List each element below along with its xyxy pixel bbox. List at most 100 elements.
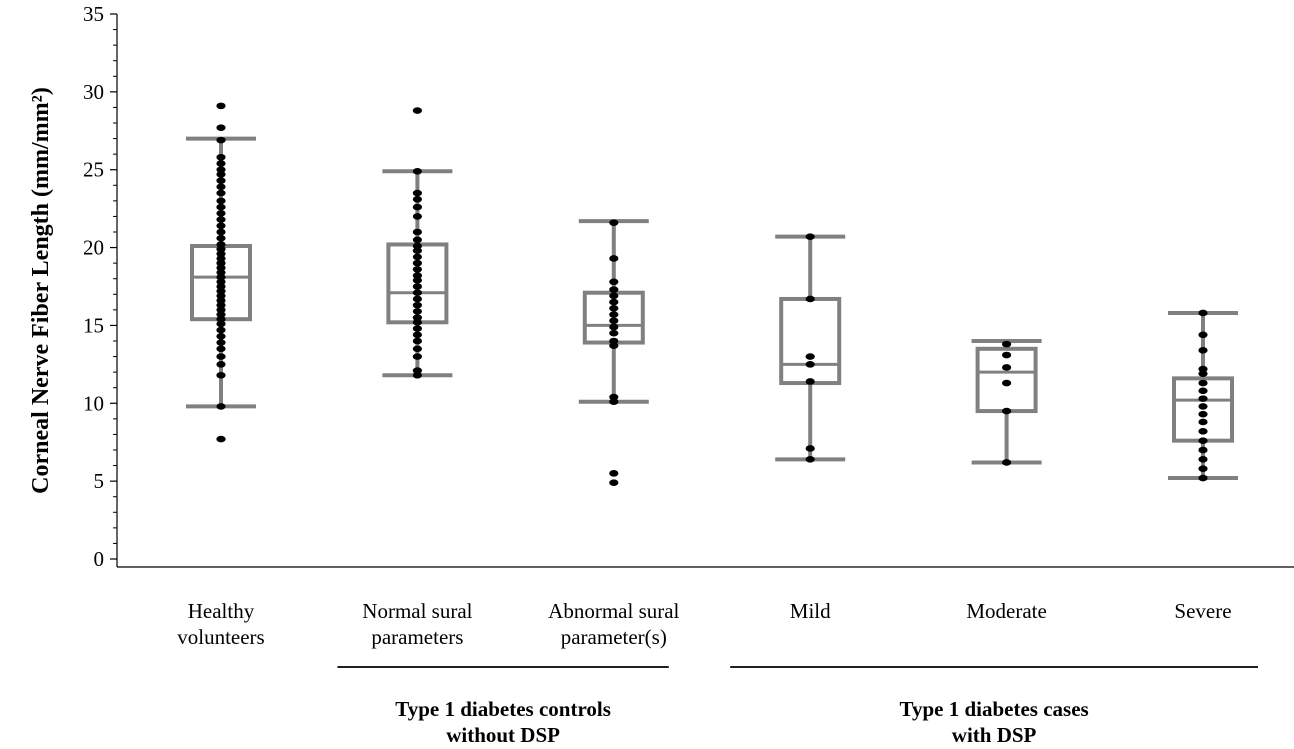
data-points — [216, 102, 1208, 487]
data-point — [1198, 465, 1208, 472]
data-point — [1002, 407, 1012, 415]
category-labels: Healthy volunteers Normal sural parameters A… — [177, 599, 1231, 649]
data-point — [412, 353, 422, 360]
data-point — [412, 236, 422, 244]
data-point — [216, 203, 226, 211]
data-point — [216, 222, 226, 230]
category-label: Normal sural parameters — [362, 599, 472, 649]
category-label-line: Severe — [1174, 599, 1231, 623]
category-label-line: Mild — [790, 599, 831, 623]
data-point — [216, 371, 226, 379]
data-point — [412, 289, 422, 297]
data-point — [609, 337, 619, 345]
group-labels: Type 1 diabetes controls without DSPType … — [337, 666, 1258, 747]
data-point — [216, 171, 226, 178]
y-tick-label: 30 — [83, 80, 104, 104]
category-label-line: Moderate — [966, 599, 1046, 623]
data-point — [216, 177, 226, 184]
data-point — [216, 283, 226, 290]
data-point — [412, 203, 422, 211]
data-point — [412, 367, 422, 374]
group-label-line: Type 1 diabetes controls — [395, 697, 611, 721]
data-point — [412, 266, 422, 273]
data-point — [1198, 428, 1208, 435]
data-point — [216, 333, 226, 340]
data-point — [412, 213, 422, 220]
data-point — [216, 245, 226, 253]
category-label-line: volunteers — [177, 625, 264, 649]
data-point — [1198, 365, 1208, 373]
data-point — [1198, 437, 1208, 444]
data-point — [412, 325, 422, 332]
data-point — [216, 189, 226, 197]
data-point — [412, 196, 422, 203]
data-point — [412, 247, 422, 254]
category-label-line: parameter(s) — [561, 625, 667, 649]
data-point — [216, 216, 226, 223]
group-label: Type 1 diabetes cases with DSP — [900, 697, 1089, 747]
category-label-line: Healthy — [188, 599, 255, 623]
data-point — [1198, 403, 1208, 410]
data-point — [1002, 379, 1012, 387]
data-point — [412, 319, 422, 326]
data-point — [1002, 364, 1012, 371]
y-tick-label: 15 — [83, 313, 104, 337]
data-point — [216, 124, 226, 131]
data-point — [412, 259, 422, 267]
data-point — [216, 136, 226, 144]
data-point — [609, 292, 619, 300]
category-label-line: parameters — [371, 625, 463, 649]
data-point — [1198, 446, 1208, 454]
data-point — [1002, 459, 1012, 466]
data-point — [412, 337, 422, 345]
data-point — [805, 445, 815, 452]
data-point — [609, 329, 619, 337]
data-point — [216, 250, 226, 258]
data-point — [412, 283, 422, 290]
data-point — [412, 253, 422, 261]
data-point — [805, 233, 815, 240]
y-ticks: 0 5 10 15 20 25 30 35 — [83, 2, 117, 571]
data-point — [216, 160, 226, 167]
data-point — [1198, 309, 1208, 317]
y-tick-label: 10 — [83, 391, 104, 415]
data-point — [216, 102, 226, 110]
data-point — [216, 292, 226, 300]
data-point — [609, 393, 619, 401]
group-label-line: Type 1 diabetes cases — [900, 697, 1089, 721]
data-point — [805, 378, 815, 385]
data-point — [216, 403, 226, 410]
data-point — [216, 339, 226, 346]
data-point — [216, 306, 226, 314]
box-3 — [775, 234, 846, 462]
data-point — [1198, 370, 1208, 378]
data-point — [609, 317, 619, 325]
boxes — [186, 136, 1238, 481]
data-point — [1198, 387, 1208, 395]
data-point — [216, 259, 226, 267]
data-point — [412, 189, 422, 197]
data-point — [412, 272, 422, 279]
data-point — [1198, 456, 1208, 463]
data-point — [609, 342, 619, 349]
data-point — [412, 107, 422, 114]
data-point — [216, 315, 226, 323]
data-point — [216, 301, 226, 309]
category-label: Abnormal sural parameter(s) — [548, 599, 679, 649]
data-point — [216, 361, 226, 368]
data-point — [216, 353, 226, 360]
data-point — [609, 470, 619, 477]
data-point — [216, 345, 226, 353]
data-point — [412, 228, 422, 236]
data-point — [1198, 379, 1208, 387]
data-point — [412, 371, 422, 379]
data-point — [805, 456, 815, 463]
data-point — [1198, 331, 1208, 339]
data-point — [609, 298, 619, 306]
data-point — [609, 479, 619, 487]
data-point — [412, 345, 422, 353]
data-point — [216, 435, 226, 443]
data-point — [216, 278, 226, 286]
data-point — [216, 269, 226, 276]
